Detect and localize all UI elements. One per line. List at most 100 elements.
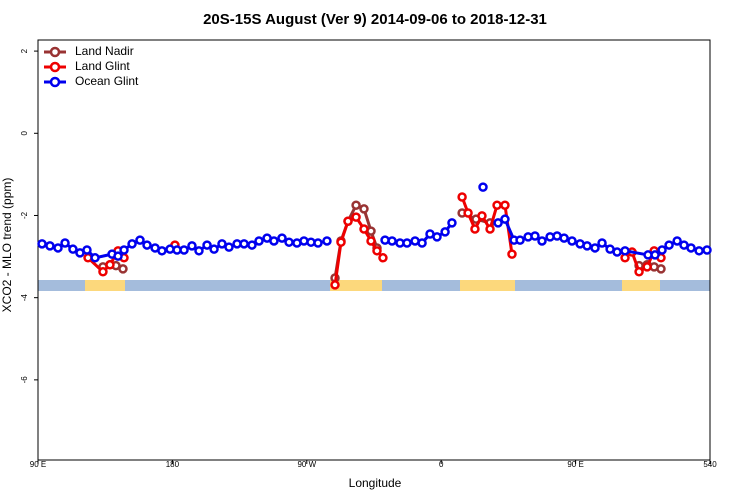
data-point — [417, 238, 427, 248]
data-point — [432, 232, 442, 242]
data-point — [277, 233, 287, 243]
data-point — [343, 216, 353, 226]
data-point — [60, 238, 70, 248]
data-point — [53, 243, 63, 253]
data-point — [500, 200, 510, 210]
data-point — [656, 264, 666, 274]
y-tick-label: -2 — [20, 211, 29, 219]
data-point — [597, 238, 607, 248]
data-point — [209, 244, 219, 254]
legend-label: Land Glint — [75, 59, 130, 73]
data-point — [493, 218, 503, 228]
data-point — [351, 212, 361, 222]
data-point — [224, 242, 234, 252]
x-tick-label: 0 — [439, 460, 444, 469]
data-point — [642, 262, 652, 272]
data-point — [105, 260, 115, 270]
land-strip — [622, 280, 660, 291]
data-point — [507, 249, 517, 259]
data-point — [359, 224, 369, 234]
data-point — [500, 214, 510, 224]
data-point — [194, 246, 204, 256]
data-point — [135, 235, 145, 245]
data-point — [313, 238, 323, 248]
data-point — [187, 241, 197, 251]
land-strip — [85, 280, 125, 291]
y-tick-label: -4 — [20, 294, 29, 302]
data-point — [620, 246, 630, 256]
data-point — [387, 236, 397, 246]
data-point — [142, 240, 152, 250]
data-point — [330, 280, 340, 290]
data-point — [45, 241, 55, 251]
x-tick-label: 180 — [166, 460, 180, 469]
data-point — [537, 236, 547, 246]
data-point — [702, 245, 712, 255]
data-point — [118, 264, 128, 274]
data-point — [239, 239, 249, 249]
legend-label: Ocean Glint — [75, 74, 139, 88]
data-point — [336, 237, 346, 247]
data-point — [485, 224, 495, 234]
data-point — [119, 245, 129, 255]
data-point — [530, 231, 540, 241]
data-point — [359, 204, 369, 214]
data-point — [567, 236, 577, 246]
data-point — [590, 243, 600, 253]
data-point — [694, 246, 704, 256]
y-axis-label: XCO2 - MLO trend (ppm) — [0, 178, 14, 313]
data-point — [657, 245, 667, 255]
data-point — [90, 253, 100, 263]
data-point — [477, 211, 487, 221]
data-point — [440, 227, 450, 237]
land-strip — [330, 280, 382, 291]
data-point — [351, 200, 361, 210]
y-tick-label: 2 — [20, 48, 29, 53]
data-point — [98, 267, 108, 277]
data-point — [113, 251, 123, 261]
legend-marker — [49, 46, 61, 58]
data-point — [322, 236, 332, 246]
data-point — [372, 246, 382, 256]
data-point — [402, 238, 412, 248]
data-point — [179, 245, 189, 255]
data-point — [37, 239, 47, 249]
data-point — [284, 237, 294, 247]
data-point — [515, 235, 525, 245]
x-axis-label: Longitude — [349, 476, 402, 490]
data-point — [82, 245, 92, 255]
data-point — [269, 236, 279, 246]
data-point — [366, 236, 376, 246]
land-strip — [460, 280, 515, 291]
data-point — [378, 253, 388, 263]
data-point — [686, 243, 696, 253]
data-point — [202, 240, 212, 250]
legend-marker — [49, 61, 61, 73]
x-tick-label: 90 E — [567, 460, 583, 469]
data-point — [447, 218, 457, 228]
x-tick-label: 90 E — [30, 460, 46, 469]
chart-title: 20S-15S August (Ver 9) 2014-09-06 to 201… — [203, 11, 547, 28]
x-tick-label: 90 W — [297, 460, 316, 469]
data-point — [650, 250, 660, 260]
data-point — [664, 240, 674, 250]
data-point — [157, 246, 167, 256]
data-point — [457, 192, 467, 202]
y-tick-label: 0 — [20, 131, 29, 136]
data-point — [247, 240, 257, 250]
data-point — [254, 236, 264, 246]
data-point — [463, 208, 473, 218]
data-point — [492, 200, 502, 210]
data-point — [470, 224, 480, 234]
data-point — [559, 233, 569, 243]
surface-strip — [38, 280, 710, 291]
data-point — [672, 236, 682, 246]
data-point — [478, 182, 488, 192]
legend-marker — [49, 76, 61, 88]
data-point — [68, 244, 78, 254]
legend-label: Land Nadir — [75, 44, 134, 58]
data-point — [127, 239, 137, 249]
data-point — [612, 247, 622, 257]
data-point — [582, 241, 592, 251]
